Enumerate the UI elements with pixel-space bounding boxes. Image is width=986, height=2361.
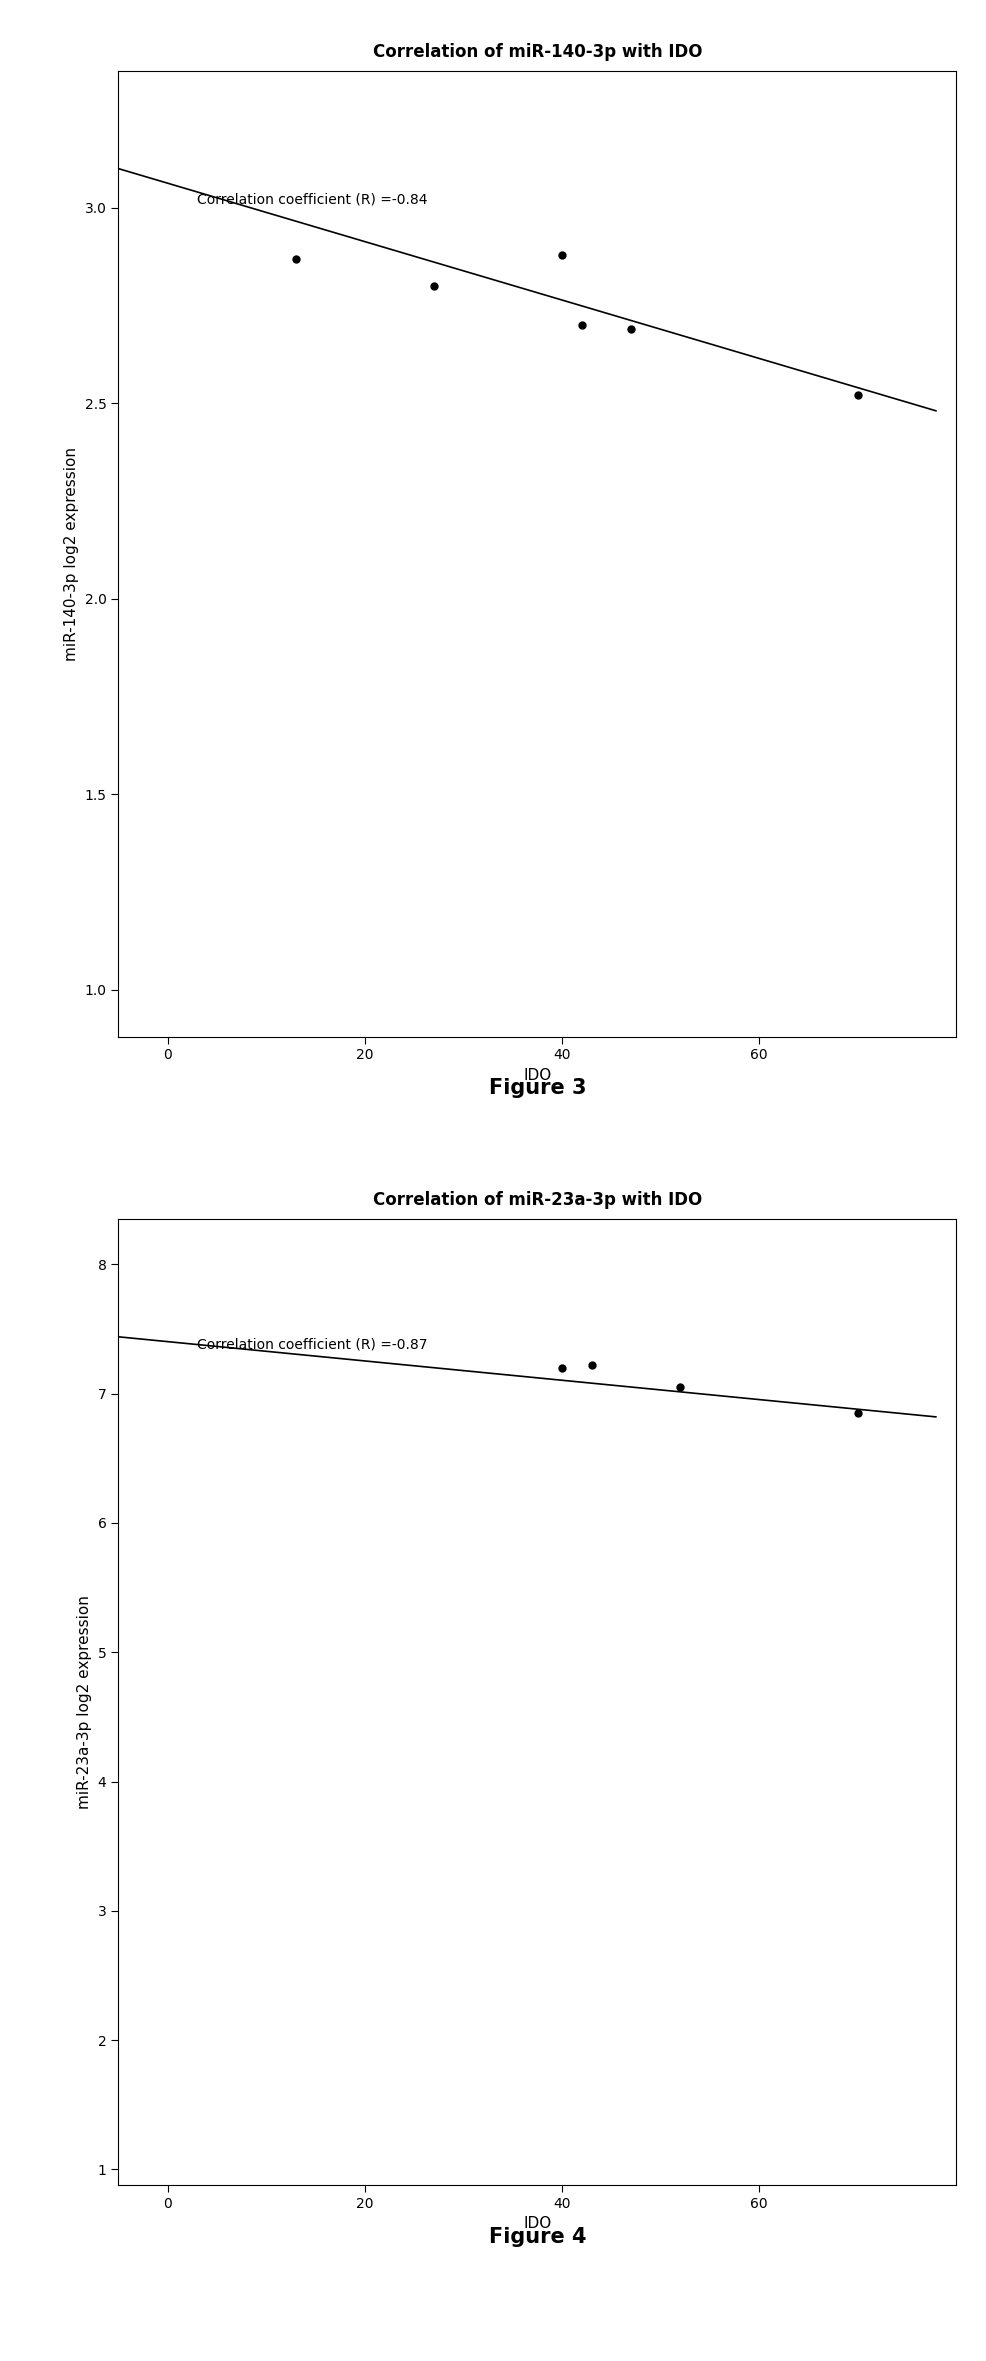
X-axis label: IDO: IDO: [524, 1067, 551, 1084]
Point: [584, 1346, 599, 1384]
Point: [554, 236, 570, 274]
Point: [574, 307, 590, 345]
Text: Correlation coefficient (R) =-0.84: Correlation coefficient (R) =-0.84: [197, 194, 428, 208]
Point: [672, 1369, 688, 1407]
Y-axis label: miR-23a-3p log2 expression: miR-23a-3p log2 expression: [77, 1596, 92, 1809]
Point: [288, 238, 304, 276]
Text: Correlation coefficient (R) =-0.87: Correlation coefficient (R) =-0.87: [197, 1336, 428, 1350]
Text: Figure 3: Figure 3: [489, 1079, 586, 1098]
Y-axis label: miR-140-3p log2 expression: miR-140-3p log2 expression: [64, 446, 79, 661]
Point: [554, 1348, 570, 1386]
Title: Correlation of miR-23a-3p with IDO: Correlation of miR-23a-3p with IDO: [373, 1192, 702, 1209]
Point: [426, 267, 442, 305]
Point: [850, 1395, 866, 1433]
Point: [850, 375, 866, 413]
X-axis label: IDO: IDO: [524, 2217, 551, 2231]
Text: Figure 4: Figure 4: [489, 2226, 586, 2248]
Point: [623, 309, 639, 347]
Title: Correlation of miR-140-3p with IDO: Correlation of miR-140-3p with IDO: [373, 42, 702, 61]
